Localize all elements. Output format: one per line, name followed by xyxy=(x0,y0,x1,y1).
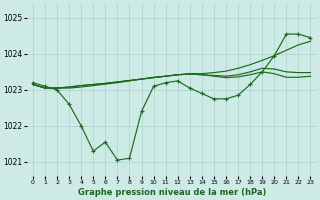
X-axis label: Graphe pression niveau de la mer (hPa): Graphe pression niveau de la mer (hPa) xyxy=(77,188,266,197)
